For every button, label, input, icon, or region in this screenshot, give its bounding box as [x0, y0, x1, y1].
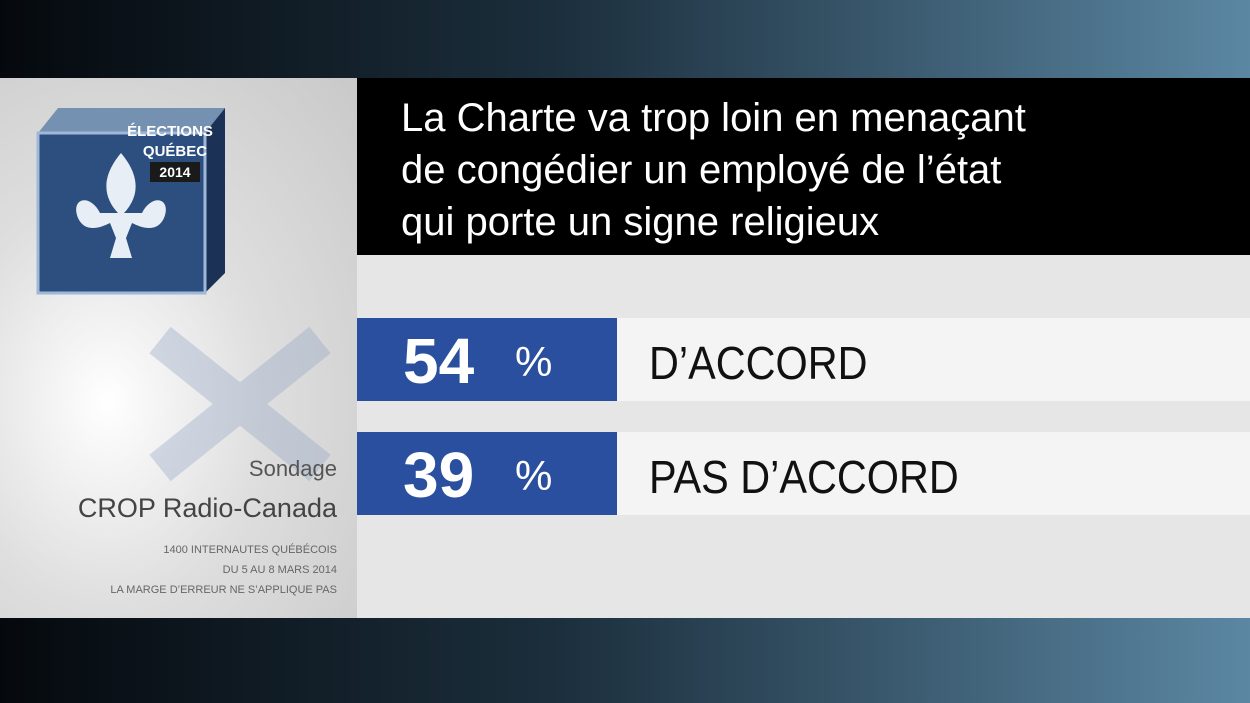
percent-value: 54	[403, 325, 475, 397]
note: LA MARGE D’ERREUR NE S’APPLIQUE PAS	[110, 584, 337, 596]
logo-line2: QUÉBEC	[143, 143, 207, 160]
logo-line1: ÉLECTIONS	[127, 123, 213, 140]
pollster: CROP Radio-Canada	[77, 493, 337, 523]
question: La Charte va trop loin en menaçant de co…	[357, 78, 1250, 255]
percent-unit: %	[515, 338, 553, 385]
result-row: 54 % D’ACCORD	[357, 318, 1250, 401]
percent-unit: %	[515, 452, 553, 499]
notes: 1400 INTERNAUTES QUÉBÉCOIS DU 5 AU 8 MAR…	[110, 540, 337, 600]
top-band	[0, 0, 1250, 78]
result-row: 39 % PAS D’ACCORD	[357, 432, 1250, 515]
note: DU 5 AU 8 MARS 2014	[222, 564, 337, 576]
bottom-band	[0, 618, 1250, 703]
left-panel: ÉLECTIONS QUÉBEC 2014 Sondage CROP Radio…	[0, 78, 357, 618]
question-line: La Charte va trop loin en menaçant	[401, 96, 1026, 140]
note: 1400 INTERNAUTES QUÉBÉCOIS	[163, 544, 337, 556]
source-label: Sondage	[248, 456, 337, 481]
answer-label: D’ACCORD	[649, 337, 868, 389]
percent-box: 54 %	[357, 318, 617, 401]
question-line: de congédier un employé de l’état	[401, 148, 1002, 192]
logo-year: 2014	[159, 164, 190, 180]
percent-value: 39	[403, 439, 475, 511]
results: 54 % D’ACCORD 39 % PAS D’ACCORD	[357, 255, 1250, 618]
question-line: qui porte un signe religieux	[401, 200, 880, 244]
answer-label: PAS D’ACCORD	[649, 451, 959, 503]
percent-box: 39 %	[357, 432, 617, 515]
logo-art: ÉLECTIONS QUÉBEC 2014	[36, 108, 331, 482]
